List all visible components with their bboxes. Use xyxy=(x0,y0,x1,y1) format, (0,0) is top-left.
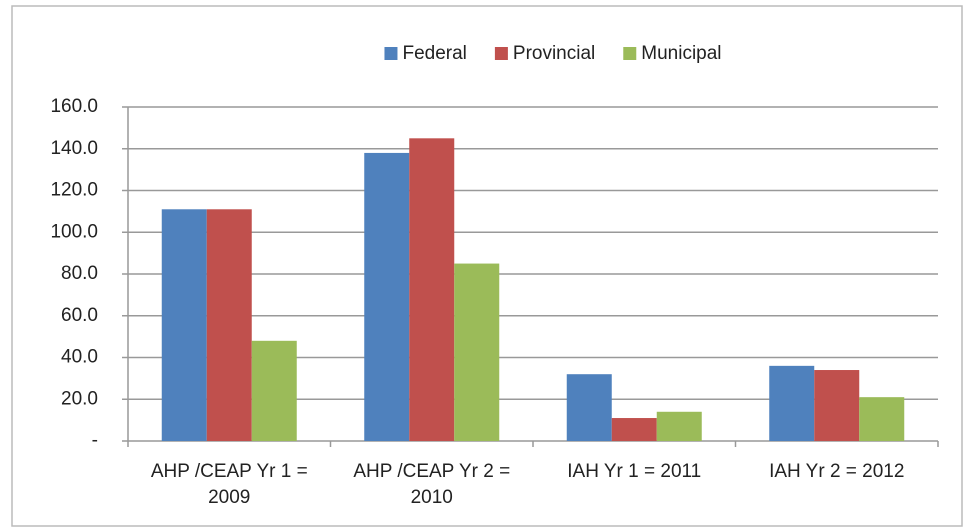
legend-swatch xyxy=(494,47,508,60)
x-tick-label: IAH Yr 1 = 2011 xyxy=(567,461,702,482)
bar xyxy=(769,365,815,441)
legend-swatch xyxy=(623,47,637,60)
x-tick-label: AHP /CEAP Yr 2 = 2010 xyxy=(353,461,511,508)
y-tick-label: 20.0 xyxy=(61,388,98,409)
y-tick-label: 100.0 xyxy=(50,221,98,242)
bar xyxy=(611,418,657,441)
y-tick-label: 120.0 xyxy=(50,180,98,201)
bar xyxy=(859,397,905,441)
y-tick-label: - xyxy=(92,430,98,451)
bar xyxy=(814,370,860,441)
y-tick-label: 140.0 xyxy=(50,138,98,159)
bar xyxy=(454,263,500,441)
legend-swatch xyxy=(384,47,398,60)
bar xyxy=(566,374,612,441)
bar xyxy=(161,209,207,441)
legend-label: Provincial xyxy=(513,43,595,64)
bar xyxy=(409,138,455,441)
bar xyxy=(364,152,410,442)
x-tick-label: IAH Yr 2 = 2012 xyxy=(769,461,905,482)
y-tick-label: 60.0 xyxy=(61,305,98,326)
bar xyxy=(251,340,297,441)
x-tick-label: AHP /CEAP Yr 1 = 2009 xyxy=(150,461,308,508)
legend-label: Municipal xyxy=(641,43,721,64)
bar xyxy=(656,411,702,441)
y-tick-label: 160.0 xyxy=(50,96,98,117)
y-tick-label: 80.0 xyxy=(61,263,98,284)
bar xyxy=(206,209,252,441)
legend-label: Federal xyxy=(402,43,466,64)
y-tick-label: 40.0 xyxy=(61,347,98,368)
